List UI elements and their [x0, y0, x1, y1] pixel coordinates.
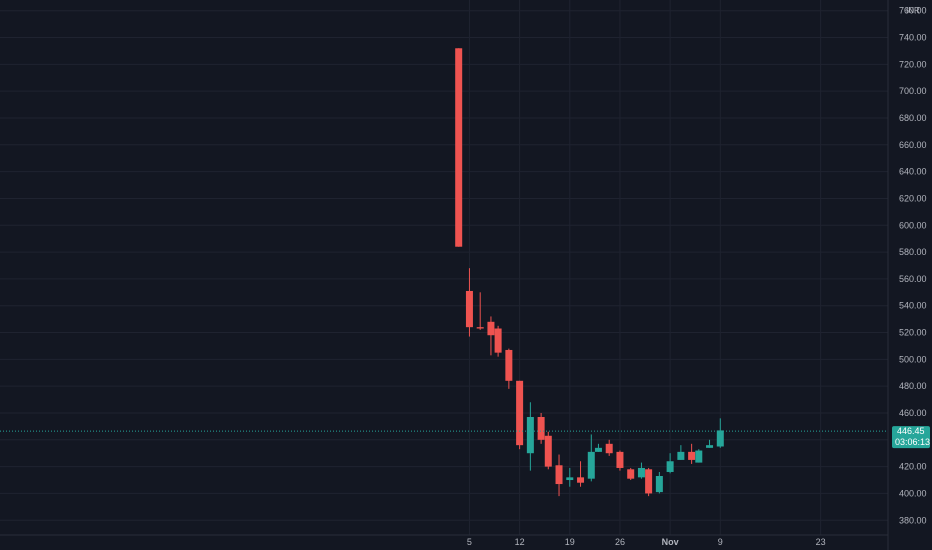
- candle-up[interactable]: [706, 439, 714, 448]
- price-tick-label: 660.00: [899, 140, 927, 150]
- candle-body: [637, 467, 645, 478]
- price-tick-label: 760.00: [899, 6, 927, 16]
- candle-down[interactable]: [616, 450, 624, 471]
- candle-up[interactable]: [566, 467, 574, 487]
- candle-body: [655, 476, 663, 493]
- currency-label: INR: [906, 6, 920, 15]
- candle-body: [645, 469, 653, 494]
- candle-body: [706, 445, 714, 448]
- candle-up[interactable]: [637, 462, 645, 479]
- candle-down[interactable]: [544, 431, 552, 470]
- time-tick-label: 9: [718, 537, 723, 547]
- candle-down[interactable]: [516, 380, 524, 450]
- price-tick-label: 640.00: [899, 167, 927, 177]
- candle-up[interactable]: [716, 418, 724, 448]
- price-tick-label: 460.00: [899, 408, 927, 418]
- candle-body: [688, 451, 696, 460]
- candle-down[interactable]: [577, 461, 585, 487]
- candle-down[interactable]: [537, 412, 545, 444]
- candle-up[interactable]: [666, 453, 674, 474]
- candle-up[interactable]: [695, 449, 703, 463]
- time-tick-label: 12: [515, 537, 525, 547]
- time-tick-label: 5: [467, 537, 472, 547]
- candle-body: [544, 435, 552, 467]
- price-tick-label: 380.00: [899, 515, 927, 525]
- price-tick-label: 600.00: [899, 220, 927, 230]
- candle-body: [677, 451, 685, 460]
- price-tick-label: 500.00: [899, 354, 927, 364]
- candle-body: [716, 430, 724, 447]
- bar-countdown: 03:06:13: [895, 437, 930, 447]
- price-tick-label: 400.00: [899, 488, 927, 498]
- candle-body: [494, 328, 502, 353]
- price-tick-label: 680.00: [899, 113, 927, 123]
- price-tick-label: 520.00: [899, 328, 927, 338]
- candle-down[interactable]: [465, 268, 473, 337]
- candle-down[interactable]: [645, 467, 653, 497]
- candle-body: [505, 349, 513, 381]
- candles-layer: [455, 48, 724, 497]
- candle-down[interactable]: [627, 467, 635, 481]
- price-tick-label: 540.00: [899, 301, 927, 311]
- candle-body: [555, 465, 563, 485]
- price-tick-label: 620.00: [899, 193, 927, 203]
- candle-body: [465, 290, 473, 328]
- time-tick-label: 19: [565, 537, 575, 547]
- candle-body: [566, 477, 574, 481]
- candle-body: [627, 469, 635, 479]
- price-tick-label: 720.00: [899, 59, 927, 69]
- candle-body: [605, 443, 613, 454]
- candle-down[interactable]: [555, 454, 563, 497]
- price-tick-label: 480.00: [899, 381, 927, 391]
- candle-up[interactable]: [677, 445, 685, 460]
- candle-up[interactable]: [587, 434, 595, 482]
- candle-body: [455, 48, 463, 247]
- candle-body: [577, 477, 585, 483]
- candle-body: [695, 450, 703, 463]
- last-price-badge: 446.45 03:06:13: [892, 426, 930, 449]
- candle-body: [487, 321, 495, 336]
- candle-body: [594, 447, 602, 452]
- price-tick-label: 700.00: [899, 86, 927, 96]
- candle-body: [587, 451, 595, 479]
- candle-up[interactable]: [655, 471, 663, 494]
- candle-down[interactable]: [455, 48, 463, 247]
- grid-lines: [0, 0, 888, 535]
- price-tick-label: 740.00: [899, 33, 927, 43]
- candle-down[interactable]: [476, 292, 484, 330]
- candle-down[interactable]: [487, 316, 495, 356]
- price-tick-label: 420.00: [899, 462, 927, 472]
- candle-down[interactable]: [688, 443, 696, 464]
- candle-body: [666, 461, 674, 472]
- candle-up[interactable]: [526, 402, 534, 471]
- candle-body: [476, 327, 484, 329]
- time-tick-label: 26: [615, 537, 625, 547]
- candle-body: [516, 380, 524, 446]
- candle-down[interactable]: [505, 348, 513, 389]
- candle-body: [526, 417, 534, 454]
- candle-body: [616, 451, 624, 468]
- price-tick-label: 560.00: [899, 274, 927, 284]
- last-price-value: 446.45: [897, 426, 925, 436]
- time-axis[interactable]: 5 12 19 26 Nov 9 23: [467, 537, 826, 547]
- candle-down[interactable]: [605, 439, 613, 456]
- candle-down[interactable]: [494, 325, 502, 357]
- price-tick-label: 580.00: [899, 247, 927, 257]
- time-tick-label: Nov: [662, 537, 679, 547]
- candle-body: [537, 417, 545, 440]
- candle-up[interactable]: [594, 443, 602, 452]
- time-tick-label: 23: [816, 537, 826, 547]
- last-price-badge-bg: [892, 426, 930, 449]
